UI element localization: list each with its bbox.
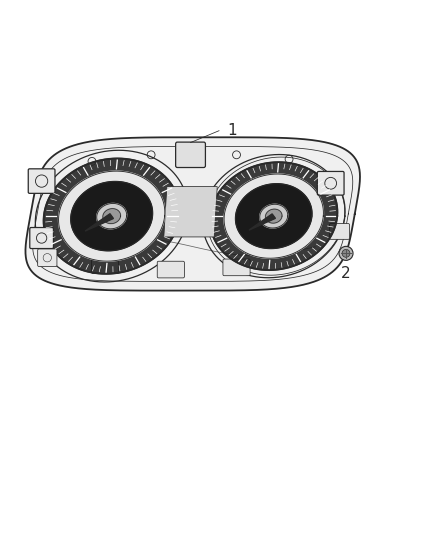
Polygon shape: [59, 171, 165, 261]
Polygon shape: [43, 158, 180, 274]
Circle shape: [342, 249, 350, 257]
Circle shape: [339, 246, 353, 260]
Polygon shape: [242, 210, 305, 243]
Text: 2: 2: [341, 266, 351, 281]
Polygon shape: [85, 214, 113, 231]
FancyBboxPatch shape: [176, 142, 205, 167]
Polygon shape: [97, 204, 127, 229]
Text: 1: 1: [228, 123, 237, 138]
Polygon shape: [210, 162, 337, 270]
FancyBboxPatch shape: [92, 257, 119, 273]
Polygon shape: [25, 138, 360, 290]
FancyBboxPatch shape: [329, 223, 350, 239]
Polygon shape: [164, 187, 217, 237]
Polygon shape: [236, 184, 312, 248]
FancyBboxPatch shape: [223, 259, 250, 276]
Polygon shape: [71, 182, 152, 251]
FancyBboxPatch shape: [38, 249, 57, 266]
Polygon shape: [224, 174, 323, 258]
FancyBboxPatch shape: [317, 172, 344, 195]
Polygon shape: [249, 214, 276, 230]
FancyBboxPatch shape: [30, 228, 53, 248]
Polygon shape: [78, 210, 145, 245]
FancyBboxPatch shape: [28, 169, 55, 193]
Polygon shape: [265, 209, 282, 223]
Polygon shape: [260, 204, 288, 228]
FancyBboxPatch shape: [157, 261, 184, 278]
Polygon shape: [103, 208, 120, 224]
